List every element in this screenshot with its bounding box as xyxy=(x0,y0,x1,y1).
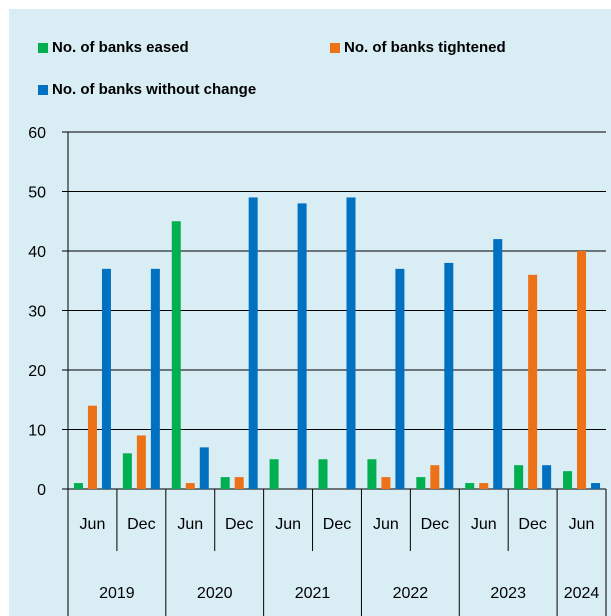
bar-without-change xyxy=(101,268,111,489)
bar-tightened xyxy=(479,483,489,489)
bar-eased xyxy=(171,221,181,489)
bar-eased xyxy=(367,459,377,489)
year-label: 2022 xyxy=(393,585,429,602)
y-tick-label: 50 xyxy=(28,185,46,202)
y-tick-label: 30 xyxy=(28,304,46,321)
bar-without-change xyxy=(346,197,356,489)
year-label: 2023 xyxy=(490,585,526,602)
bar-without-change xyxy=(297,203,307,489)
bar-tightened xyxy=(185,483,195,489)
y-tick-label: 20 xyxy=(28,363,46,380)
bar-eased xyxy=(220,477,230,489)
legend-swatch-eased xyxy=(38,42,48,53)
y-tick-label: 10 xyxy=(28,423,46,440)
x-tick-label: Jun xyxy=(177,516,203,533)
x-tick-label: Jun xyxy=(80,516,106,533)
year-label: 2024 xyxy=(564,585,600,602)
bar-tightened xyxy=(430,465,440,489)
bar-without-change xyxy=(248,197,258,489)
bar-without-change xyxy=(444,262,454,489)
legend-swatch-without-change xyxy=(38,84,48,95)
x-tick-label: Jun xyxy=(569,516,595,533)
bar-without-change xyxy=(542,465,552,489)
legend-swatch-tightened xyxy=(330,42,340,53)
bar-without-change xyxy=(150,268,160,489)
bar-without-change xyxy=(199,447,209,489)
legend-item-tightened: No. of banks tightened xyxy=(330,39,506,56)
bar-tightened xyxy=(528,274,538,489)
bar-tightened xyxy=(234,477,244,489)
bar-tightened xyxy=(577,251,587,489)
y-tick-label: 40 xyxy=(28,244,46,261)
year-label: 2020 xyxy=(197,585,233,602)
bar-eased xyxy=(122,453,132,489)
x-tick-label: Dec xyxy=(127,516,155,533)
bar-eased xyxy=(416,477,426,489)
bar-without-change xyxy=(591,483,601,489)
x-tick-label: Dec xyxy=(323,516,351,533)
bar-eased xyxy=(465,483,475,489)
legend-item-without-change: No. of banks without change xyxy=(38,81,256,98)
year-label: 2019 xyxy=(99,585,135,602)
bar-eased xyxy=(73,483,83,489)
legend-label-without-change: No. of banks without change xyxy=(52,81,257,98)
bar-tightened xyxy=(87,405,97,489)
bar-without-change xyxy=(493,239,503,489)
bar-eased xyxy=(269,459,279,489)
bar-eased xyxy=(563,471,573,489)
x-tick-label: Jun xyxy=(471,516,497,533)
bar-tightened xyxy=(381,477,391,489)
y-tick-label: 0 xyxy=(37,482,46,499)
bar-tightened xyxy=(136,435,146,489)
x-tick-label: Jun xyxy=(275,516,301,533)
y-tick-label: 60 xyxy=(28,125,46,142)
legend-label-eased: No. of banks eased xyxy=(52,39,189,56)
legend-item-eased: No. of banks eased xyxy=(38,39,189,56)
x-tick-label: Dec xyxy=(225,516,253,533)
x-tick-label: Dec xyxy=(518,516,546,533)
x-tick-label: Jun xyxy=(373,516,399,533)
legend-label-tightened: No. of banks tightened xyxy=(344,39,506,56)
bar-eased xyxy=(514,465,524,489)
year-label: 2021 xyxy=(295,585,331,602)
bar-eased xyxy=(318,459,328,489)
bar-without-change xyxy=(395,268,405,489)
x-tick-label: Dec xyxy=(421,516,449,533)
